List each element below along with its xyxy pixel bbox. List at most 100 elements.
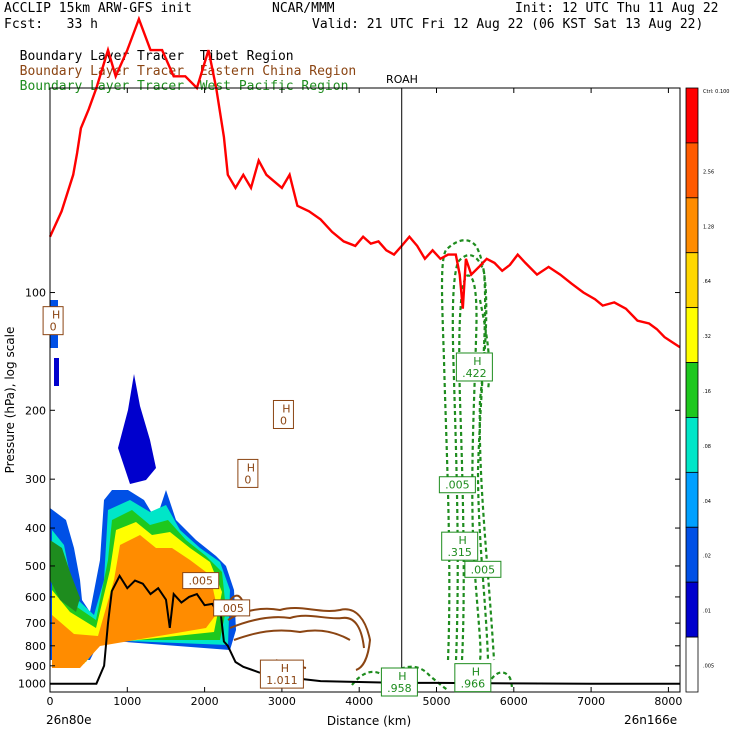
- colorbar-level-5: .16: [703, 389, 711, 395]
- y-tick-label-1000: 1000: [18, 678, 46, 691]
- contour-label-box: [42, 306, 64, 336]
- contour-label-value: .966: [461, 678, 486, 691]
- contour-label-value: .005: [445, 479, 470, 492]
- title-left-2: Fcst: 33 h: [4, 17, 98, 32]
- colorbar-segment-7: [685, 471, 699, 528]
- china-tracer-contour-2: [233, 629, 351, 641]
- pacific-tracer-contour-5: [487, 671, 514, 691]
- pacific-tracer-contour-0: [440, 239, 496, 661]
- contour-label-value: .315: [447, 546, 472, 559]
- contour-label-marker: H: [52, 309, 60, 322]
- contour-label-value: .005: [219, 602, 244, 615]
- colorbar: Ctrl: 0.100 2.56 1.28 .64 .32 .16 .08 .04 .02 .01…: [685, 87, 729, 693]
- colorbar-level-2: 1.28: [703, 224, 714, 230]
- y-axis-label: Pressure (hPa), log scale: [3, 327, 17, 474]
- title-left-1: ACCLIP 15km ARW-GFS init: [4, 1, 192, 16]
- y-tick-label-500: 500: [25, 560, 46, 573]
- plot-border: [49, 87, 681, 693]
- title-right-2: Valid: 21 UTC Fri 12 Aug 22 (06 KST Sat …: [312, 17, 704, 32]
- contour-label-box: [213, 599, 251, 617]
- x-tick-label-3000: 3000: [268, 695, 296, 708]
- x-tick-label-2000: 2000: [191, 695, 219, 708]
- tracer-contours: [227, 239, 514, 691]
- contour-label-6: .005: [464, 560, 502, 578]
- roah-label: ROAH: [386, 73, 418, 86]
- x-tick-label-6000: 6000: [500, 695, 528, 708]
- axis-ticks: 0 1000 2000 3000 4000 5000 6000 7000 80001002003…: [18, 88, 682, 708]
- tracer-fill-edge-2: [54, 358, 59, 386]
- y-tick-label-200: 200: [25, 404, 46, 417]
- colorbar-segment-4: [685, 307, 699, 363]
- title-center: NCAR/MMM: [272, 1, 335, 16]
- colorbar-level-7: .04: [703, 499, 711, 505]
- contour-label-box: [455, 352, 493, 382]
- contour-label-4: .005: [438, 476, 476, 494]
- colorbar-segment-5: [685, 362, 699, 418]
- y-tick-label-400: 400: [25, 522, 46, 535]
- colorbar-segment-3: [685, 252, 699, 309]
- contour-label-5: H.315: [441, 531, 479, 561]
- x-axis-label: Distance (km): [327, 714, 411, 728]
- legend-line-3: Boundary Layer Tracer West Pacific Regio…: [4, 66, 349, 94]
- contour-label-2: H0: [237, 458, 259, 488]
- contour-label-value: .005: [188, 575, 213, 588]
- colorbar-level-9: .01: [703, 609, 711, 615]
- contour-label-value: 0: [280, 414, 287, 427]
- contour-label-7: .005: [182, 572, 220, 590]
- contour-label-box: [272, 399, 294, 429]
- contour-label-box: [464, 560, 502, 578]
- colorbar-level-3: .64: [703, 279, 711, 285]
- contour-label-8: .005: [213, 599, 251, 617]
- legend-prefix: Boundary Layer Tracer: [19, 79, 185, 94]
- china-tracer-contour-0: [227, 607, 372, 671]
- contour-label-box: [441, 531, 479, 561]
- tracer-fill-5: [118, 374, 156, 484]
- x-tick-label-8000: 8000: [654, 695, 682, 708]
- y-tick-label-700: 700: [25, 617, 46, 630]
- contour-label-value: .958: [387, 682, 412, 695]
- contour-label-0: H0: [42, 306, 64, 336]
- colorbar-segment-10: [685, 636, 699, 693]
- tracer-fill-4: [52, 535, 218, 668]
- china-tracer-contour-1: [229, 614, 365, 649]
- right-endpoint-label: 26n166e: [624, 713, 677, 727]
- contour-label-value: 0: [50, 321, 57, 334]
- colorbar-level-8: .02: [703, 554, 711, 560]
- x-tick-label-4000: 4000: [345, 695, 373, 708]
- contour-label-value: 1.011: [266, 674, 298, 687]
- colorbar-segment-8: [685, 526, 699, 583]
- colorbar-segment-0: [685, 87, 699, 144]
- contour-label-value: .422: [462, 367, 487, 380]
- tracer-fills: [50, 300, 236, 668]
- contour-label-10: H.958: [380, 667, 418, 697]
- contour-label-marker: H: [398, 670, 406, 683]
- x-tick-label-5000: 5000: [423, 695, 451, 708]
- pacific-tracer-contour-4: [351, 665, 449, 691]
- colorbar-level-1: 2.56: [703, 169, 714, 175]
- colorbar-level-10: .005: [703, 664, 714, 670]
- contour-label-marker: H: [247, 461, 255, 474]
- contour-label-9: H1.011: [259, 659, 304, 689]
- title-right-1: Init: 12 UTC Thu 11 Aug 22: [515, 1, 719, 16]
- y-tick-label-300: 300: [25, 473, 46, 486]
- contour-label-11: H.966: [454, 663, 492, 693]
- tracer-fill-edge-3: [50, 540, 80, 612]
- contour-label-value: .005: [471, 563, 496, 576]
- contour-label-marker: H: [472, 666, 480, 679]
- y-tick-label-900: 900: [25, 660, 46, 673]
- contour-label-box: [454, 663, 492, 693]
- contour-label-marker: H: [282, 402, 290, 415]
- y-tick-label-800: 800: [25, 640, 46, 653]
- colorbar-segment-9: [685, 581, 699, 638]
- contour-label-box: [380, 667, 418, 697]
- plot-frame: [49, 87, 681, 693]
- y-tick-label-600: 600: [25, 591, 46, 604]
- colorbar-segment-1: [685, 142, 699, 199]
- contour-label-3: H.422: [455, 352, 493, 382]
- contour-label-box: [237, 458, 259, 488]
- tropopause-line: [48, 15, 681, 349]
- colorbar-segment-2: [685, 197, 699, 254]
- x-tick-label-0: 0: [47, 695, 54, 708]
- contour-label-marker: H: [459, 534, 467, 547]
